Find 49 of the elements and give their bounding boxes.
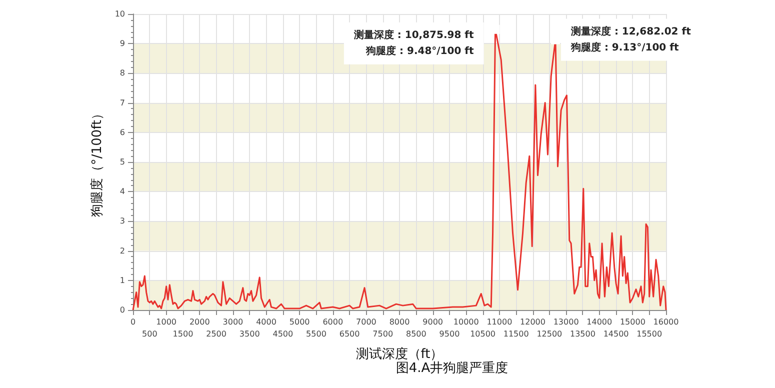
- y-axis-title: 狗腿度（°/100ft）: [88, 106, 105, 218]
- x-tick-label: 9000: [422, 318, 443, 326]
- x2-tick-label: 6500: [339, 330, 360, 338]
- y-tick-label: 4: [120, 187, 125, 196]
- y-tick-label: 8: [120, 68, 125, 78]
- x-tick-label: 1000: [156, 318, 176, 326]
- x2-tick-label: 9500: [439, 330, 460, 338]
- y-tick-label: 7: [120, 98, 125, 108]
- x2-tick-label: 12500: [536, 330, 562, 338]
- x-tick-label: 2000: [189, 318, 210, 326]
- x2-tick-label: 5500: [306, 330, 326, 338]
- y-tick-label: 3: [120, 216, 125, 226]
- y-tick-label: 2: [120, 246, 125, 256]
- x2-tick-label: 13500: [570, 330, 596, 338]
- x2-tick-label: 4500: [272, 330, 294, 338]
- x2-tick-label: 11500: [503, 330, 529, 338]
- y-tick-label: 5: [120, 158, 125, 166]
- x2-tick-label: 7500: [372, 330, 394, 338]
- x-tick-label: 8000: [389, 318, 410, 326]
- x2-tick-label: 3500: [239, 330, 260, 338]
- x-tick-label: 11000: [486, 318, 512, 326]
- x2-tick-label: 14500: [603, 330, 629, 338]
- y-tick-label: 9: [120, 39, 125, 48]
- y-tick-label: 6: [120, 128, 125, 137]
- annotation: 测量深度 : 12,682.02 ft 狗腿度 : 9.13°/100 ft: [570, 25, 692, 54]
- y-tick-label: 0: [120, 306, 125, 314]
- x-tick-label: 13000: [553, 318, 579, 326]
- annotation: 测量深度 : 10,875.98 ft 狗腿度 : 9.48°/100 ft: [352, 28, 474, 57]
- x2-tick-label: 15500: [636, 330, 662, 338]
- y-tick-label: 1: [120, 276, 125, 285]
- x2-tick-label: 10500: [470, 330, 496, 338]
- x2-tick-label: 8500: [406, 330, 426, 338]
- x2-tick-label: 1500: [172, 330, 194, 338]
- y-tick-label: 10: [114, 10, 125, 18]
- x-tick-label: 14000: [586, 318, 612, 326]
- x-tick-label: 3000: [222, 318, 244, 326]
- x-tick-label: 0: [130, 318, 136, 326]
- x-tick-label: 16000: [653, 318, 679, 326]
- x2-tick-label: 500: [142, 330, 158, 338]
- x-tick-label: 5000: [289, 318, 310, 326]
- text: 图4.A井狗腿严重度: [396, 360, 508, 376]
- x-tick-label: 7000: [356, 318, 376, 326]
- x-tick-label: 15000: [620, 318, 646, 326]
- x-tick-label: 12000: [520, 318, 546, 326]
- x-tick-label: 10000: [453, 318, 479, 326]
- x-tick-label: 4000: [256, 318, 276, 326]
- x-tick-label: 6000: [322, 318, 344, 326]
- x-axis-title: 测试深度（ft）: [356, 346, 444, 362]
- x2-tick-label: 2500: [206, 330, 226, 338]
